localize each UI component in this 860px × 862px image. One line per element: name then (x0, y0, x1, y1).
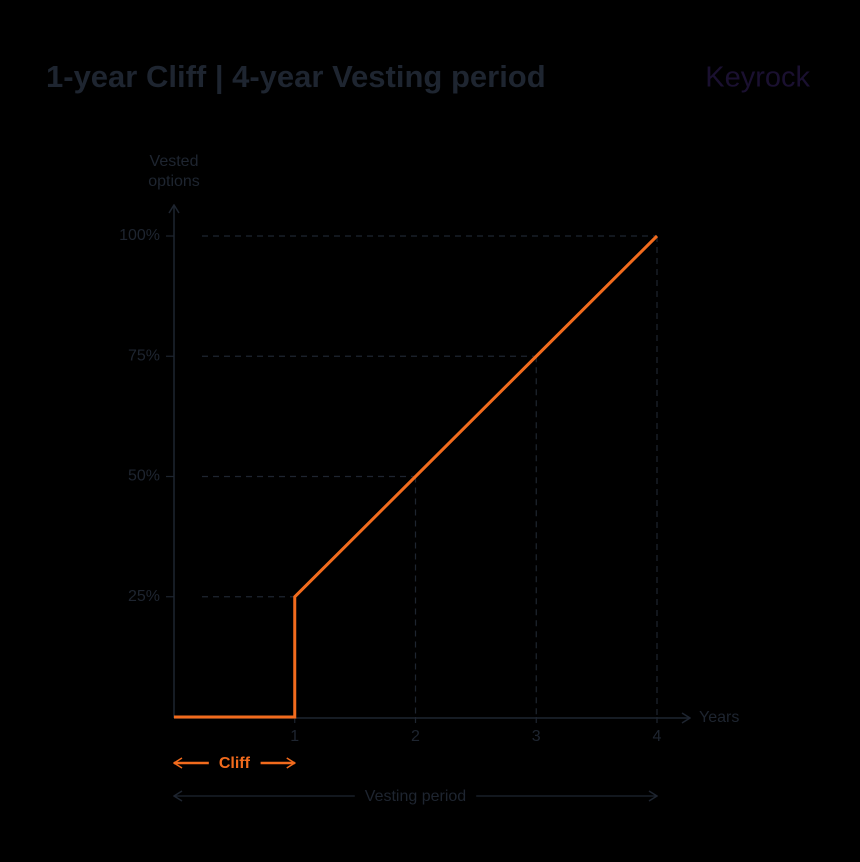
x-tick-label: 3 (532, 728, 541, 745)
y-axis-label: options (148, 173, 200, 190)
y-tick-label: 50% (128, 468, 160, 485)
x-axis-label: Years (699, 709, 739, 726)
annotation-background (208, 753, 261, 775)
x-tick-label: 4 (653, 728, 662, 745)
line-series (174, 234, 659, 719)
x-tick-label: 1 (290, 728, 299, 745)
annotation-background (354, 786, 477, 808)
brand: Keyrock (705, 62, 810, 94)
y-tick-label: 25% (128, 588, 160, 605)
y-tick-label: 100% (119, 227, 160, 244)
x-tick-label: 2 (411, 728, 420, 745)
y-tick-label: 75% (128, 347, 160, 364)
y-axis-label: Vested (150, 153, 199, 170)
chart-title: 1-year Cliff | 4-year Vesting period (46, 59, 546, 94)
annotation-label: Vesting period (365, 788, 466, 805)
annotation-label: Cliff (219, 755, 251, 772)
